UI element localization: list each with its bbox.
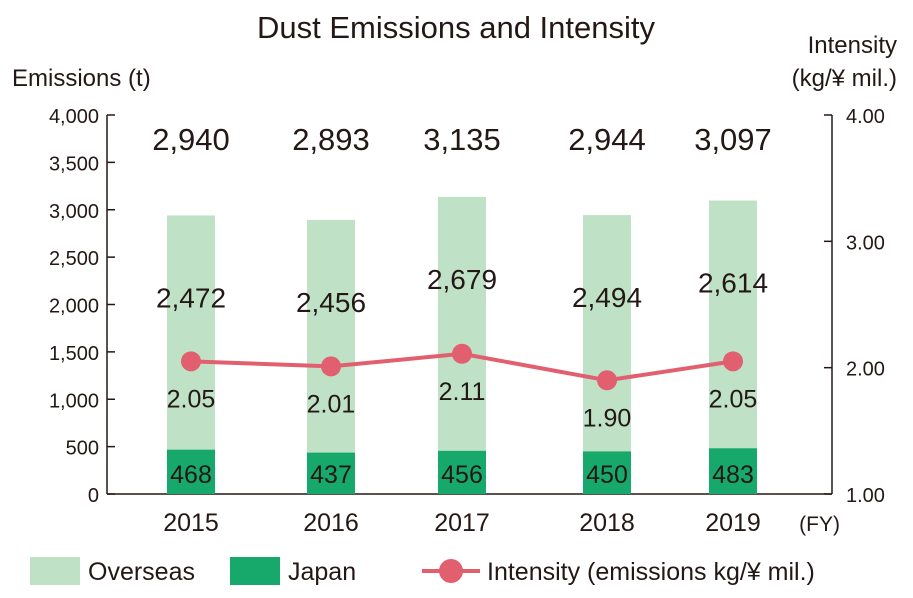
japan-bar bbox=[307, 452, 355, 494]
legend-intensity-marker bbox=[439, 559, 463, 583]
right-tick-label: 4.00 bbox=[846, 106, 885, 128]
x-axis-unit: (FY) bbox=[799, 513, 840, 536]
overseas-bar bbox=[438, 196, 486, 451]
japan-value-label: 437 bbox=[310, 461, 352, 489]
left-tick-label: 1,500 bbox=[49, 343, 99, 365]
overseas-value-label: 2,614 bbox=[698, 268, 768, 299]
intensity-point bbox=[597, 370, 617, 391]
left-tick-label: 500 bbox=[66, 438, 99, 460]
legend-japan-swatch bbox=[230, 557, 280, 585]
left-tick-label: 2,500 bbox=[49, 248, 99, 270]
intensity-value-label: 1.90 bbox=[583, 404, 632, 432]
overseas-value-label: 2,494 bbox=[572, 282, 642, 313]
left-tick-label: 0 bbox=[88, 485, 99, 507]
x-tick-label: 2015 bbox=[163, 509, 219, 537]
overseas-value-label: 2,456 bbox=[296, 287, 366, 318]
legend-intensity-label: Intensity (emissions kg/¥ mil.) bbox=[487, 558, 815, 586]
x-tick-label: 2016 bbox=[303, 509, 359, 537]
legend-overseas-label: Overseas bbox=[88, 558, 195, 586]
right-tick-label: 3.00 bbox=[846, 232, 885, 254]
legend-japan-label: Japan bbox=[288, 558, 356, 586]
overseas-value-label: 2,472 bbox=[156, 282, 226, 313]
axes: 0 500 1,000 1,500 2,000 2,500 3,000 3,500 4,000 1… bbox=[49, 106, 885, 537]
x-tick-label: 2017 bbox=[434, 509, 490, 537]
overseas-bar bbox=[709, 200, 757, 449]
x-tick-label: 2019 bbox=[705, 509, 761, 537]
total-label: 2,944 bbox=[568, 122, 646, 157]
legend: Overseas Japan Intensity (emissions kg/¥ m… bbox=[30, 557, 815, 586]
data-labels: 2,940 2,472 468 2.05 2,893 2,456 437 2.01 3,135 2… bbox=[152, 122, 772, 489]
left-tick-label: 3,500 bbox=[49, 153, 99, 175]
overseas-value-label: 2,679 bbox=[427, 264, 497, 295]
total-label: 3,135 bbox=[423, 122, 501, 157]
intensity-value-label: 2.05 bbox=[709, 385, 758, 413]
japan-bar bbox=[583, 451, 631, 494]
intensity-point bbox=[723, 351, 743, 372]
total-label: 2,893 bbox=[292, 122, 370, 157]
right-tick-label: 2.00 bbox=[846, 359, 885, 381]
japan-value-label: 468 bbox=[170, 461, 212, 489]
intensity-point bbox=[321, 356, 341, 377]
right-axis-label-line2: (kg/¥ mil.) bbox=[792, 65, 897, 92]
x-tick-label: 2018 bbox=[579, 509, 635, 537]
left-tick-label: 1,000 bbox=[49, 390, 99, 412]
intensity-point bbox=[452, 343, 472, 364]
left-tick-label: 3,000 bbox=[49, 201, 99, 223]
intensity-point bbox=[181, 351, 201, 372]
total-label: 2,940 bbox=[152, 122, 230, 157]
bars bbox=[167, 196, 757, 494]
total-label: 3,097 bbox=[694, 122, 772, 157]
right-tick-label: 1.00 bbox=[846, 485, 885, 507]
chart-title: Dust Emissions and Intensity bbox=[257, 10, 656, 45]
intensity-line bbox=[181, 343, 743, 391]
intensity-value-label: 2.05 bbox=[167, 385, 216, 413]
overseas-bar bbox=[307, 219, 355, 453]
right-axis-label-line1: Intensity bbox=[808, 32, 897, 59]
japan-bar bbox=[709, 448, 757, 494]
japan-bar bbox=[167, 449, 215, 494]
japan-value-label: 450 bbox=[586, 461, 628, 489]
japan-bar bbox=[438, 450, 486, 494]
intensity-value-label: 2.01 bbox=[307, 390, 356, 418]
left-tick-label: 2,000 bbox=[49, 296, 99, 318]
intensity-value-label: 2.11 bbox=[439, 378, 486, 406]
legend-overseas-swatch bbox=[30, 557, 80, 585]
left-axis-label: Emissions (t) bbox=[12, 65, 151, 92]
japan-value-label: 456 bbox=[441, 461, 483, 489]
japan-value-label: 483 bbox=[712, 461, 754, 489]
overseas-bar bbox=[167, 215, 215, 450]
left-tick-label: 4,000 bbox=[49, 106, 99, 128]
overseas-bar bbox=[583, 215, 631, 452]
